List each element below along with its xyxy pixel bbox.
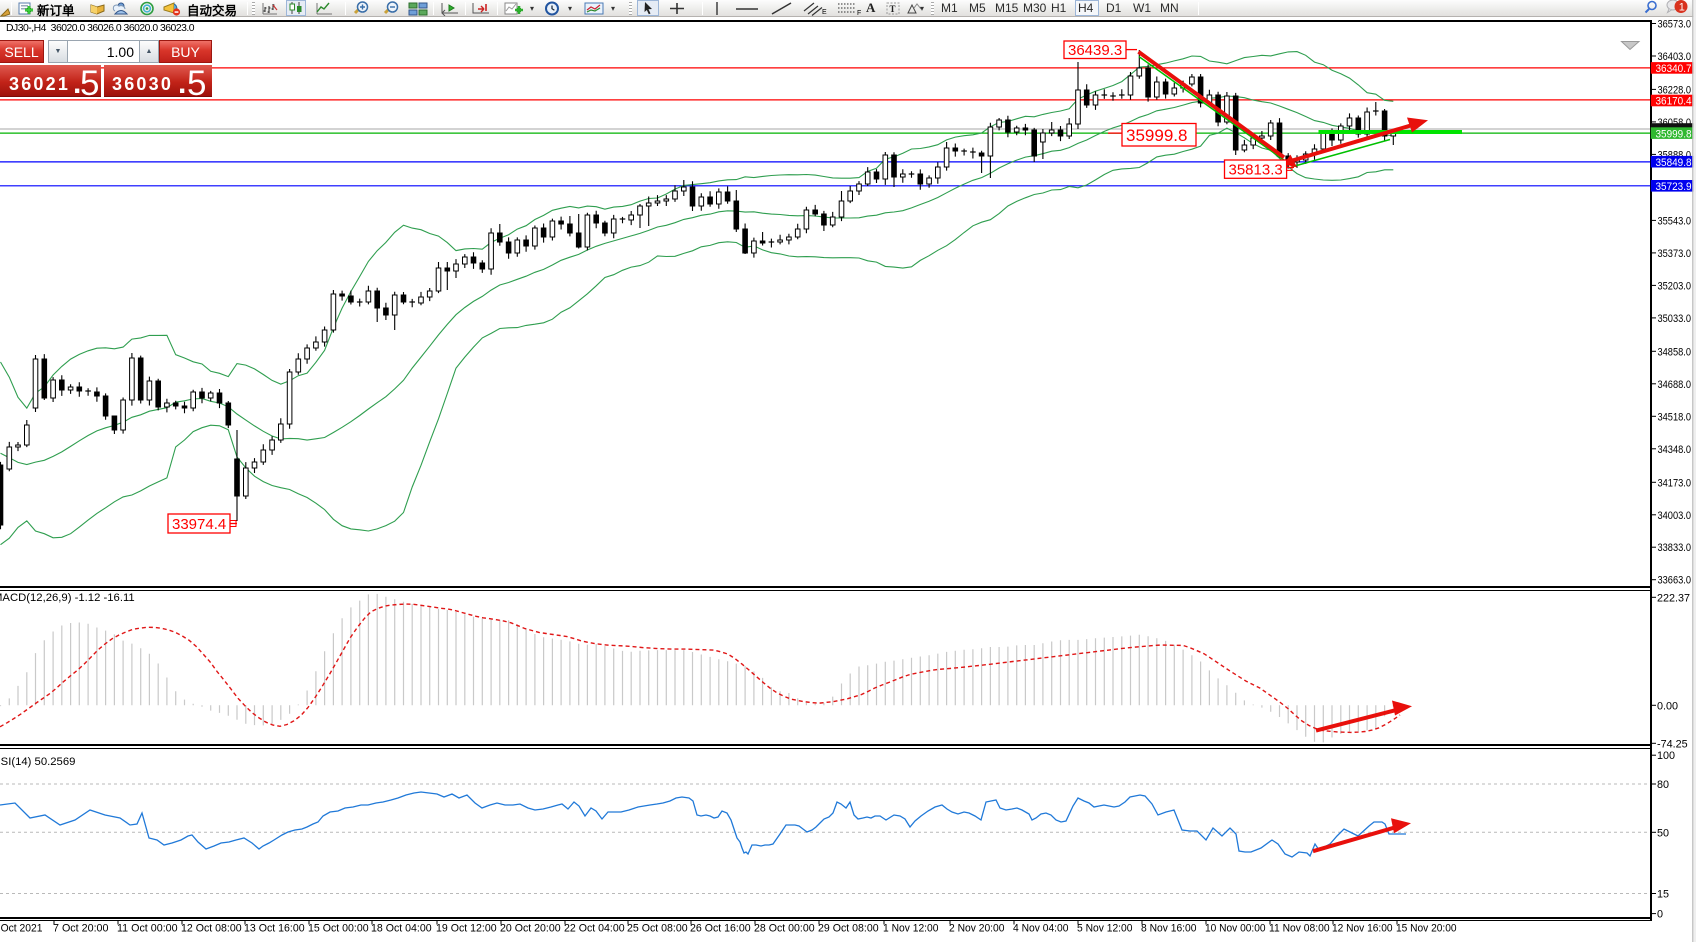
svg-text:15 Oct 00:00: 15 Oct 00:00 xyxy=(308,923,369,935)
svg-text:13 Oct 16:00: 13 Oct 16:00 xyxy=(244,923,305,935)
svg-text:20 Oct 20:00: 20 Oct 20:00 xyxy=(500,923,561,935)
svg-text:35999.8: 35999.8 xyxy=(1126,126,1187,145)
svg-text:36439.3: 36439.3 xyxy=(1068,42,1122,59)
svg-text:36573.0: 36573.0 xyxy=(1658,19,1692,31)
svg-text:29 Oct 08:00: 29 Oct 08:00 xyxy=(818,923,879,935)
svg-text:36403.0: 36403.0 xyxy=(1658,51,1692,63)
svg-text:12 Oct 08:00: 12 Oct 08:00 xyxy=(181,923,242,935)
svg-text:33663.0: 33663.0 xyxy=(1658,575,1692,587)
svg-text:34348.0: 34348.0 xyxy=(1658,444,1692,456)
svg-text:15 Nov 20:00: 15 Nov 20:00 xyxy=(1396,923,1457,935)
svg-text:-74.25: -74.25 xyxy=(1657,738,1688,750)
svg-text:34688.0: 34688.0 xyxy=(1658,379,1692,391)
svg-text:36228.0: 36228.0 xyxy=(1658,84,1692,96)
svg-text:2 Nov 20:00: 2 Nov 20:00 xyxy=(949,923,1005,935)
svg-text:26 Oct 16:00: 26 Oct 16:00 xyxy=(690,923,751,935)
svg-text:34858.0: 34858.0 xyxy=(1658,346,1692,358)
svg-text:1 Oct 2021: 1 Oct 2021 xyxy=(0,923,43,935)
svg-text:5 Nov 12:00: 5 Nov 12:00 xyxy=(1077,923,1133,935)
svg-text:35373.0: 35373.0 xyxy=(1658,248,1692,260)
svg-text:35203.0: 35203.0 xyxy=(1658,280,1692,292)
svg-text:36058.0: 36058.0 xyxy=(1658,117,1692,129)
svg-text:36340.7: 36340.7 xyxy=(1656,63,1692,75)
svg-text:34003.0: 34003.0 xyxy=(1658,510,1692,522)
svg-text:1 Nov 12:00: 1 Nov 12:00 xyxy=(883,923,939,935)
svg-text:33974.4: 33974.4 xyxy=(172,516,226,533)
svg-text:35543.0: 35543.0 xyxy=(1658,215,1692,227)
svg-text:18 Oct 04:00: 18 Oct 04:00 xyxy=(371,923,432,935)
svg-text:80: 80 xyxy=(1657,779,1669,791)
svg-text:36170.4: 36170.4 xyxy=(1656,96,1692,108)
svg-text:12 Nov 16:00: 12 Nov 16:00 xyxy=(1332,923,1393,935)
svg-text:7 Oct 20:00: 7 Oct 20:00 xyxy=(53,923,109,935)
svg-text:222.37: 222.37 xyxy=(1657,592,1690,604)
svg-text:35723.9: 35723.9 xyxy=(1656,181,1692,193)
svg-text:11 Nov 08:00: 11 Nov 08:00 xyxy=(1269,923,1330,935)
svg-text:15: 15 xyxy=(1657,889,1669,901)
svg-text:10 Nov 00:00: 10 Nov 00:00 xyxy=(1205,923,1266,935)
svg-text:28 Oct 00:00: 28 Oct 00:00 xyxy=(754,923,815,935)
svg-text:35033.0: 35033.0 xyxy=(1658,313,1692,325)
svg-text:MACD(12,26,9) -1.12 -16.11: MACD(12,26,9) -1.12 -16.11 xyxy=(0,592,135,604)
svg-text:100: 100 xyxy=(1657,750,1675,762)
svg-text:T: T xyxy=(890,4,896,14)
svg-text:50: 50 xyxy=(1657,827,1669,839)
svg-text:34518.0: 34518.0 xyxy=(1658,411,1692,423)
svg-text:19 Oct 12:00: 19 Oct 12:00 xyxy=(436,923,497,935)
svg-text:33833.0: 33833.0 xyxy=(1658,542,1692,554)
svg-text:4 Nov 04:00: 4 Nov 04:00 xyxy=(1013,923,1069,935)
svg-text:F: F xyxy=(857,10,861,16)
svg-text:34173.0: 34173.0 xyxy=(1658,477,1692,489)
svg-text:11 Oct 00:00: 11 Oct 00:00 xyxy=(117,923,178,935)
svg-text:35849.8: 35849.8 xyxy=(1656,157,1692,169)
svg-text:35999.8: 35999.8 xyxy=(1656,128,1692,140)
svg-text:8 Nov 16:00: 8 Nov 16:00 xyxy=(1141,923,1197,935)
svg-text:E: E xyxy=(822,9,827,16)
svg-text:25 Oct 08:00: 25 Oct 08:00 xyxy=(627,923,688,935)
svg-text:0.00: 0.00 xyxy=(1657,700,1678,712)
svg-text:RSI(14) 50.2569: RSI(14) 50.2569 xyxy=(0,756,75,768)
svg-text:35813.3: 35813.3 xyxy=(1229,162,1283,179)
svg-text:1: 1 xyxy=(1679,2,1685,14)
svg-text:0: 0 xyxy=(1657,909,1663,921)
svg-text:22 Oct 04:00: 22 Oct 04:00 xyxy=(564,923,625,935)
